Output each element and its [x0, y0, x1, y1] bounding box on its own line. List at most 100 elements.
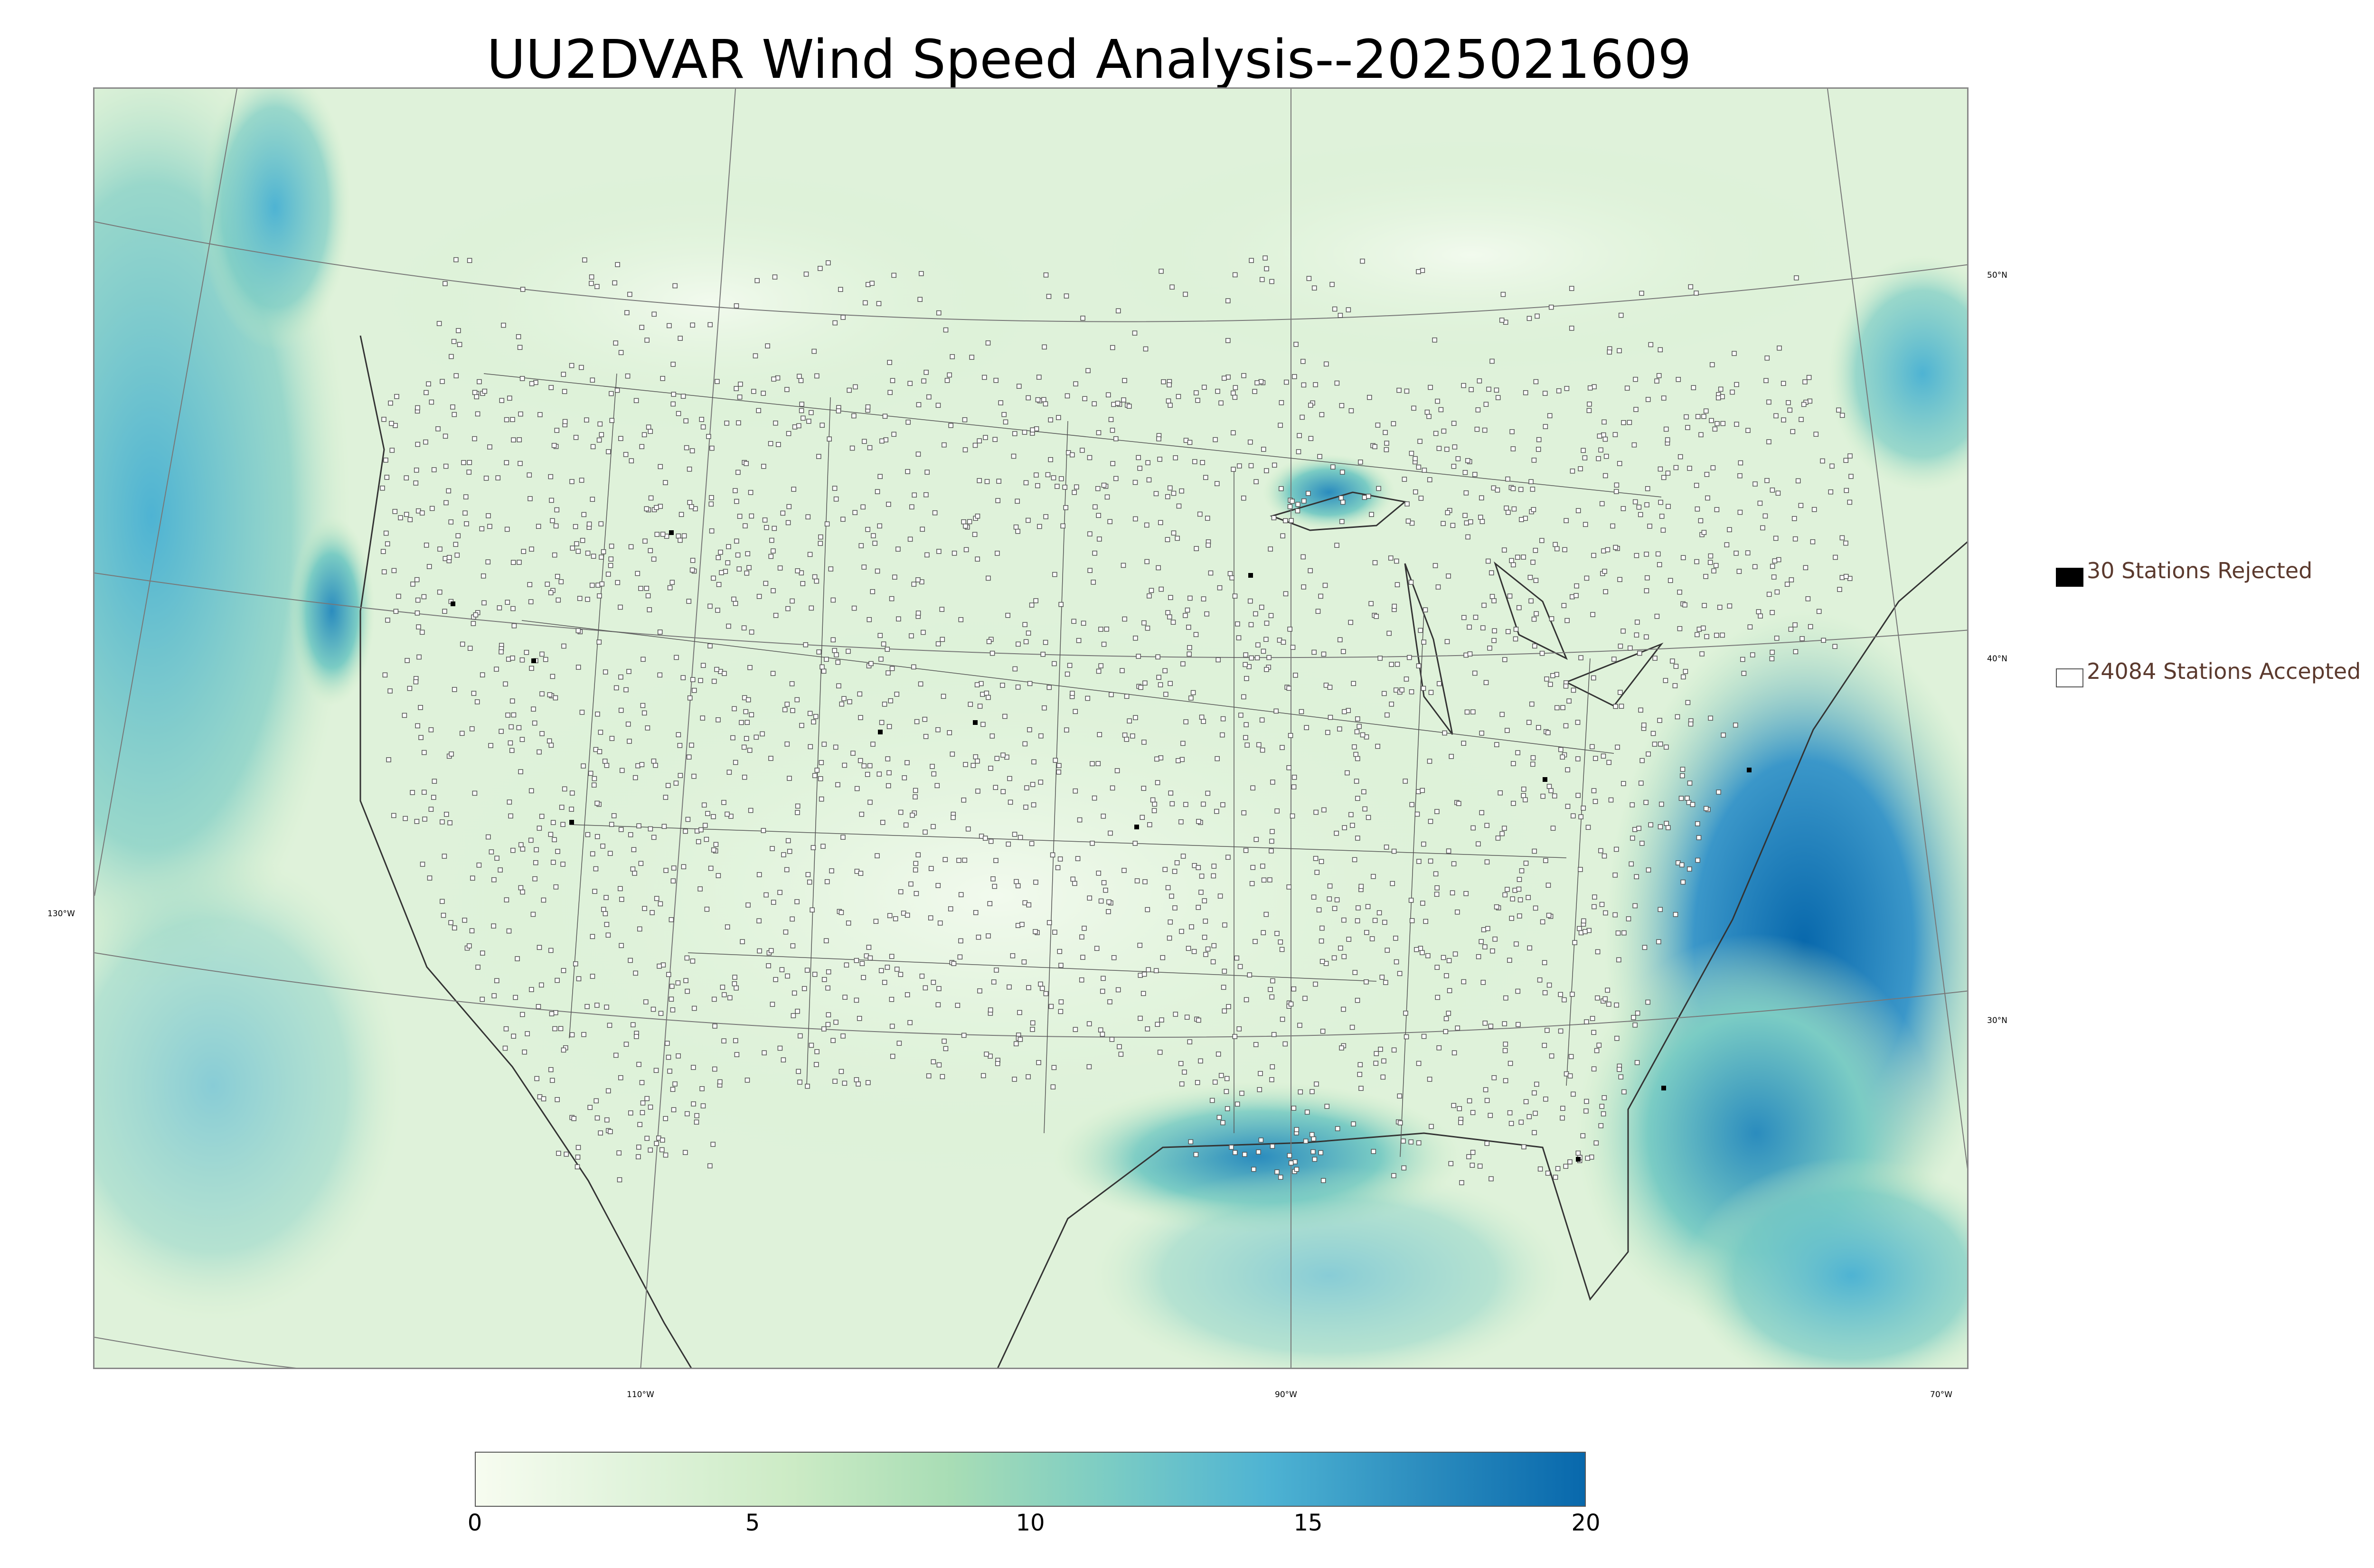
accepted-station-marker: [577, 596, 583, 601]
accepted-station-marker: [795, 1008, 800, 1014]
accepted-station-marker: [751, 389, 756, 394]
accepted-station-marker: [407, 685, 413, 691]
accepted-station-marker: [1278, 1174, 1283, 1180]
accepted-station-marker: [615, 580, 621, 585]
accepted-station-marker: [787, 849, 792, 854]
accepted-station-marker: [667, 585, 673, 591]
accepted-station-marker: [1258, 1137, 1264, 1143]
rejected-station-marker: [878, 730, 883, 734]
accepted-station-marker: [1409, 802, 1414, 807]
accepted-station-marker: [1420, 788, 1425, 793]
accepted-station-marker: [1203, 475, 1208, 480]
accepted-station-marker: [533, 860, 538, 865]
accepted-station-marker: [1205, 946, 1211, 952]
accepted-station-marker: [790, 916, 795, 922]
accepted-station-marker: [873, 919, 879, 924]
accepted-station-marker: [1166, 398, 1171, 404]
accepted-station-marker: [581, 512, 587, 517]
accepted-station-marker: [915, 852, 921, 857]
accepted-station-marker: [1320, 1178, 1326, 1183]
accepted-station-marker: [1733, 723, 1738, 728]
accepted-station-marker: [474, 394, 480, 400]
accepted-station-marker: [1631, 442, 1637, 448]
accepted-station-marker: [1143, 346, 1149, 352]
accepted-station-marker: [1558, 1028, 1564, 1034]
accepted-station-marker: [1142, 680, 1148, 686]
accepted-station-marker: [1446, 958, 1452, 963]
accepted-station-marker: [529, 546, 534, 552]
accepted-station-marker: [383, 457, 388, 463]
accepted-station-marker: [1483, 1087, 1488, 1092]
accepted-station-marker: [1465, 534, 1470, 540]
accepted-station-marker: [1086, 1064, 1092, 1070]
accepted-station-marker: [1581, 448, 1586, 453]
accepted-station-marker: [1517, 877, 1522, 882]
accepted-station-marker: [1506, 629, 1511, 634]
accepted-station-marker: [928, 866, 934, 871]
accepted-station-marker: [1145, 1026, 1150, 1032]
accepted-station-marker: [1560, 705, 1565, 710]
accepted-station-marker: [1536, 725, 1541, 730]
accepted-station-marker: [1122, 378, 1127, 383]
accepted-station-marker: [489, 849, 494, 854]
accepted-station-marker: [590, 934, 595, 939]
accepted-station-marker: [1766, 592, 1772, 597]
accepted-station-marker: [1414, 811, 1420, 817]
accepted-station-marker: [423, 439, 428, 445]
accepted-station-marker: [935, 1002, 941, 1007]
accepted-station-marker: [590, 974, 595, 979]
accepted-station-marker: [1300, 414, 1305, 420]
accepted-station-marker: [1513, 627, 1519, 632]
accepted-station-marker: [575, 628, 581, 633]
accepted-station-marker: [1297, 433, 1302, 438]
accepted-station-marker: [898, 972, 904, 977]
accepted-station-marker: [985, 340, 991, 346]
accepted-station-marker: [452, 925, 457, 930]
accepted-station-marker: [711, 678, 717, 684]
accepted-station-marker: [1709, 418, 1714, 423]
accepted-station-marker: [1820, 458, 1825, 464]
accepted-station-marker: [1416, 464, 1422, 470]
accepted-station-marker: [1030, 1027, 1035, 1032]
accepted-station-marker: [1479, 519, 1485, 524]
accepted-station-marker: [1058, 1009, 1064, 1014]
accepted-station-marker: [795, 810, 800, 815]
accepted-station-marker: [963, 547, 969, 553]
accepted-station-marker: [665, 1041, 670, 1046]
accepted-station-marker: [460, 641, 465, 647]
accepted-station-marker: [1680, 879, 1686, 885]
accepted-station-marker: [1392, 603, 1397, 609]
accepted-station-marker: [479, 526, 485, 532]
accepted-station-marker: [415, 723, 420, 729]
accepted-station-marker: [891, 272, 896, 278]
accepted-station-marker: [1383, 430, 1388, 435]
accepted-station-marker: [1606, 1001, 1611, 1007]
accepted-station-marker: [1514, 941, 1519, 947]
accepted-station-marker: [934, 783, 940, 789]
accepted-station-marker: [744, 461, 749, 466]
accepted-station-marker: [915, 451, 921, 457]
land-calm-area: [427, 611, 1566, 1181]
accepted-station-marker: [529, 666, 534, 671]
accepted-station-marker: [744, 736, 749, 741]
accepted-station-marker: [854, 958, 859, 963]
accepted-station-marker: [1232, 1150, 1238, 1155]
accepted-station-marker: [658, 464, 663, 469]
accepted-station-marker: [763, 581, 769, 586]
accepted-station-marker: [1097, 536, 1102, 542]
accepted-station-marker: [1595, 995, 1600, 1001]
accepted-station-marker: [1367, 394, 1372, 400]
accepted-station-marker: [1583, 522, 1588, 527]
accepted-station-marker: [1575, 756, 1581, 761]
accepted-station-marker: [1737, 473, 1743, 479]
accepted-station-marker: [1777, 345, 1782, 351]
accepted-station-marker: [704, 836, 709, 842]
accepted-station-marker: [1271, 1032, 1277, 1037]
accepted-station-marker: [446, 555, 452, 560]
accepted-station-marker: [429, 506, 435, 511]
accepted-station-marker: [1141, 740, 1147, 745]
accepted-station-marker: [948, 906, 953, 911]
accepted-station-marker: [977, 478, 982, 483]
accepted-station-marker: [537, 412, 543, 417]
accepted-station-marker: [1101, 976, 1106, 981]
